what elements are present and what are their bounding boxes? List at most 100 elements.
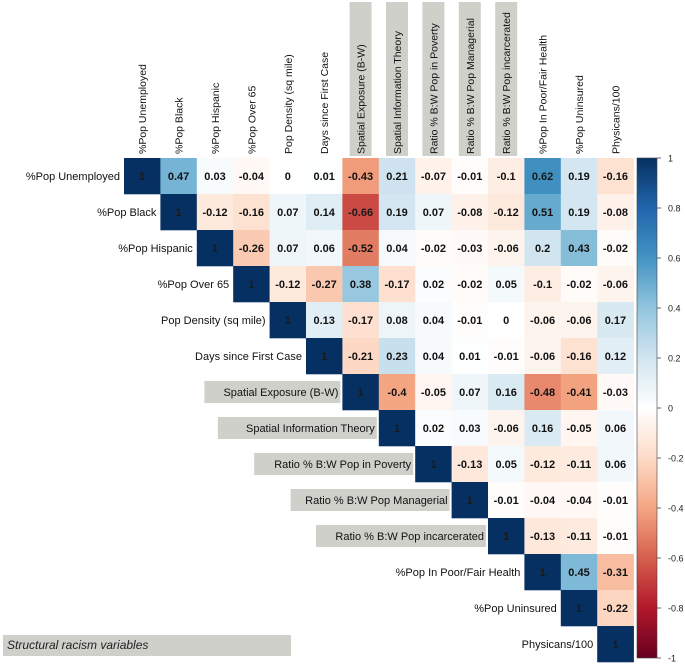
cell-value-label: -0.17 — [384, 279, 409, 291]
cell-value-label: 0.62 — [532, 171, 553, 183]
colorbar-tick-label: -0.4 — [668, 504, 684, 514]
heatmap-cell — [560, 446, 598, 483]
heatmap-cell — [597, 338, 634, 375]
cell-value-label: 0.01 — [313, 171, 334, 183]
row-label: Spatial Information Theory — [246, 423, 375, 435]
cell-value-label: -0.48 — [530, 387, 555, 399]
heatmap-cell — [269, 230, 307, 267]
cell-value-label: -0.13 — [457, 459, 482, 471]
heatmap-cell — [488, 374, 525, 411]
cell-value-label: -0.11 — [567, 531, 591, 543]
row-highlight-box — [217, 417, 377, 439]
heatmap-cell — [560, 194, 598, 231]
heatmap-cell — [233, 266, 270, 303]
heatmap-cell — [597, 446, 634, 483]
heatmap-cell — [451, 338, 489, 375]
cell-value-label: -0.01 — [603, 531, 628, 543]
cell-value-label: -0.12 — [494, 207, 519, 219]
cell-value-label: -0.01 — [494, 495, 519, 507]
heatmap-cell — [378, 266, 416, 303]
heatmap-cell — [415, 410, 452, 447]
heatmap-cell — [342, 194, 380, 231]
heatmap-cell — [597, 482, 634, 519]
heatmap-cell — [597, 230, 634, 267]
cell-value-label: -0.06 — [530, 351, 555, 363]
cell-value-label: 1 — [576, 603, 582, 615]
cell-value-label: -0.02 — [421, 243, 446, 255]
cell-value-label: -0.27 — [312, 279, 337, 291]
heatmap-cell — [342, 158, 380, 195]
column-label: Physicans/100 — [610, 86, 622, 154]
column-label: Spatial Exposure (B-W) — [356, 44, 368, 154]
heatmap-cell — [560, 266, 598, 303]
heatmap-cell — [488, 230, 525, 267]
cell-value-label: -0.4 — [388, 387, 408, 399]
heatmap-cell — [560, 554, 598, 591]
colorbar-tick-label: -0.2 — [668, 454, 684, 464]
cell-value-label: 0.02 — [423, 279, 444, 291]
heatmap-cell — [415, 374, 452, 411]
cell-value-label: -0.02 — [566, 279, 591, 291]
cell-value-label: 1 — [139, 171, 145, 183]
colorbar-gradient — [636, 157, 658, 659]
cell-value-label: 0.08 — [386, 315, 407, 327]
cell-value-label: -0.13 — [530, 531, 555, 543]
heatmap-cell — [524, 482, 562, 519]
colorbar-tick-label: -0.6 — [668, 554, 684, 564]
cell-value-label: -0.05 — [421, 387, 446, 399]
heatmap-cell — [524, 410, 562, 447]
heatmap-cell — [597, 518, 634, 555]
cell-value-label: 0.2 — [535, 243, 550, 255]
cell-value-label: -0.03 — [603, 387, 628, 399]
cell-value-label: -0.16 — [603, 171, 628, 183]
row-label: %Pop Hispanic — [118, 243, 193, 255]
heatmap-cell — [488, 410, 525, 447]
column-label: Ratio % B:W Pop incarcerated — [501, 12, 513, 154]
heatmap-cell — [560, 590, 598, 627]
column-labels: %Pop Unemployed %Pop Black %Pop Hispanic %P… — [137, 2, 622, 156]
heatmap-cell — [415, 338, 452, 375]
heatmap-cell — [269, 302, 307, 339]
heatmap-cell — [560, 482, 598, 519]
heatmap-cell — [233, 230, 270, 267]
heatmap-cell — [160, 158, 198, 195]
heatmap-cell — [124, 158, 161, 195]
cell-value-label: 1 — [430, 459, 436, 471]
cell-value-label: 0.14 — [313, 207, 335, 219]
cell-value-label: -0.01 — [494, 351, 519, 363]
heatmap-cell — [160, 194, 198, 231]
cell-value-label: -0.17 — [348, 315, 373, 327]
cell-value-label: 0.04 — [386, 243, 408, 255]
cell-value-label: 0 — [285, 171, 291, 183]
cell-value-label: 0.04 — [423, 351, 445, 363]
heatmap-cell — [524, 554, 562, 591]
row-label: Ratio % B:W Pop Managerial — [305, 495, 447, 507]
column-label: Days since First Case — [319, 52, 331, 154]
row-label: %Pop Black — [97, 207, 157, 219]
heatmap-cell — [597, 302, 634, 339]
heatmap-cell — [451, 374, 489, 411]
heatmap-cell — [451, 194, 489, 231]
cell-value-label: -0.12 — [275, 279, 300, 291]
cell-value-label: 0.16 — [532, 423, 553, 435]
heatmap-cell — [524, 374, 562, 411]
cell-value-label: 0.03 — [459, 423, 480, 435]
heatmap-cell — [488, 158, 525, 195]
heatmap-cell — [597, 410, 634, 447]
cell-value-label: -0.04 — [566, 495, 592, 507]
cell-value-label: 0.23 — [386, 351, 407, 363]
heatmap-cell — [451, 446, 489, 483]
column-label: %Pop Uninsured — [574, 75, 586, 154]
heatmap-cell — [415, 302, 452, 339]
cell-value-label: 1 — [285, 315, 291, 327]
heatmap-cell — [233, 158, 270, 195]
cell-value-label: 0.13 — [313, 315, 334, 327]
heatmap-cell — [306, 230, 343, 267]
row-label: %Pop Over 65 — [158, 279, 230, 291]
cell-value-label: 0.07 — [277, 207, 298, 219]
cell-value-label: 0.07 — [277, 243, 298, 255]
heatmap-cell — [378, 338, 416, 375]
cell-value-label: -0.11 — [567, 459, 591, 471]
cell-value-label: 1 — [540, 567, 546, 579]
